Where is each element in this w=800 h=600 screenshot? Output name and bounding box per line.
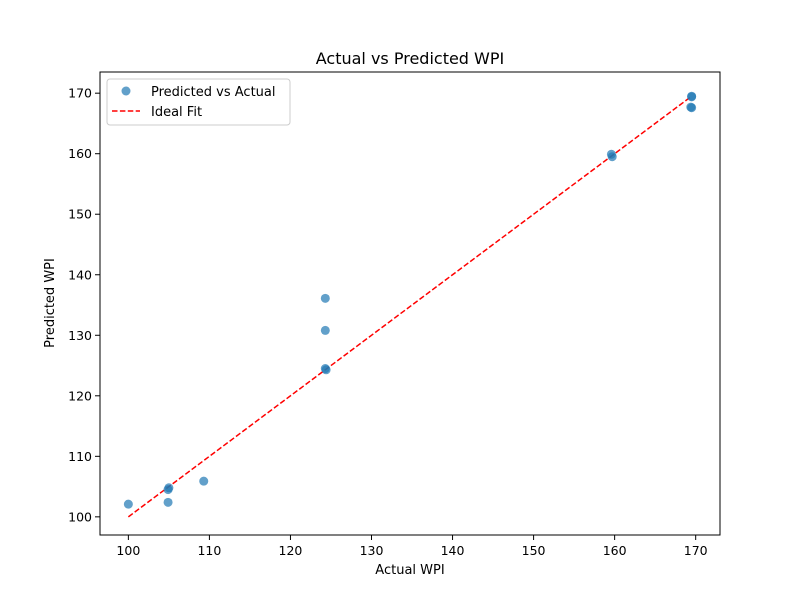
ideal-fit-line	[127, 95, 693, 518]
legend-label-line: Ideal Fit	[151, 105, 202, 120]
y-tick-label: 100	[68, 509, 92, 524]
x-tick-label: 110	[197, 543, 221, 558]
plot-area	[99, 71, 721, 536]
legend-label-scatter: Predicted vs Actual	[151, 85, 275, 100]
y-axis: 100 110 120 130 140 150 160 170	[68, 86, 100, 524]
x-tick-label: 150	[522, 543, 546, 558]
scatter-point	[686, 102, 696, 112]
x-tick-label: 160	[603, 543, 627, 558]
y-tick-label: 170	[68, 86, 92, 101]
chart-title: Actual vs Predicted WPI	[316, 49, 504, 68]
scatter-point	[163, 497, 173, 507]
y-tick-label: 160	[68, 146, 92, 161]
x-axis: 100 110 120 130 140 150 160 170	[116, 535, 708, 558]
scatter-point	[320, 364, 330, 374]
scatter-point	[320, 293, 330, 303]
legend: Predicted vs Actual Ideal Fit	[106, 78, 291, 126]
x-tick-label: 170	[684, 543, 708, 558]
scatter-point	[123, 499, 133, 509]
legend-box	[106, 78, 291, 126]
x-tick-label: 140	[441, 543, 465, 558]
scatter-point	[607, 152, 617, 162]
scatter-point	[164, 483, 174, 493]
x-tick-label: 100	[116, 543, 140, 558]
scatter-point	[320, 325, 330, 335]
scatter-points-group	[123, 91, 697, 509]
x-tick-label: 130	[360, 543, 384, 558]
ideal-fit-line-group	[127, 95, 693, 518]
plot-frame	[99, 71, 721, 536]
y-tick-label: 140	[68, 267, 92, 282]
scatter-point	[199, 476, 209, 486]
x-tick-label: 120	[279, 543, 303, 558]
legend-marker-scatter	[121, 86, 131, 96]
x-axis-label: Actual WPI	[375, 563, 444, 578]
scatter-point	[687, 92, 697, 102]
y-tick-label: 120	[68, 388, 92, 403]
y-tick-label: 130	[68, 328, 92, 343]
y-axis-label: Predicted WPI	[43, 258, 58, 348]
y-tick-label: 110	[68, 449, 92, 464]
y-tick-label: 150	[68, 207, 92, 222]
